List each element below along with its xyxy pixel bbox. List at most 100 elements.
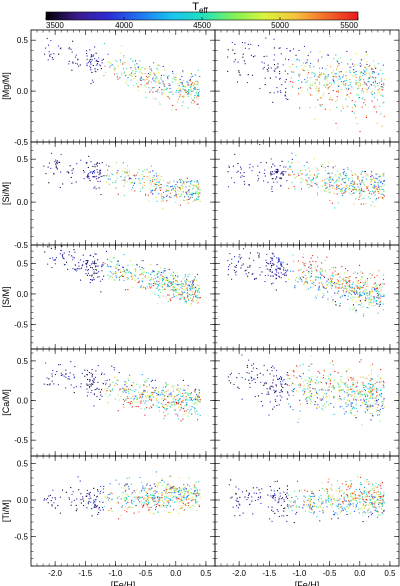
scatter-point — [353, 292, 355, 294]
scatter-point — [333, 267, 335, 269]
scatter-point — [195, 80, 197, 82]
scatter-point — [145, 92, 147, 94]
scatter-point — [297, 281, 299, 283]
scatter-point — [194, 199, 196, 201]
scatter-point — [320, 268, 322, 270]
scatter-point — [312, 284, 314, 286]
scatter-point — [370, 383, 372, 385]
scatter-point — [373, 192, 375, 194]
scatter-point — [292, 72, 294, 74]
scatter-point — [196, 180, 198, 182]
scatter-point — [338, 75, 340, 77]
scatter-point — [132, 175, 134, 177]
scatter-point — [372, 392, 374, 394]
scatter-point — [111, 365, 113, 367]
scatter-point — [309, 87, 311, 89]
scatter-point — [176, 389, 178, 391]
scatter-point — [368, 77, 370, 79]
scatter-point — [181, 293, 183, 295]
scatter-point — [372, 305, 374, 307]
scatter-point — [310, 355, 312, 357]
scatter-point — [299, 386, 301, 388]
scatter-point — [365, 394, 367, 396]
scatter-point — [187, 93, 189, 95]
scatter-point — [161, 406, 163, 408]
scatter-point — [160, 403, 162, 405]
scatter-point — [74, 251, 76, 253]
scatter-point — [294, 284, 296, 286]
scatter-point — [175, 283, 177, 285]
scatter-point — [119, 271, 121, 273]
scatter-point — [316, 79, 318, 81]
scatter-point — [148, 283, 150, 285]
scatter-point — [316, 167, 318, 169]
scatter-point — [266, 253, 268, 255]
scatter-point — [259, 171, 261, 173]
scatter-point — [173, 404, 175, 406]
scatter-point — [85, 273, 87, 275]
scatter-point — [187, 393, 189, 395]
scatter-point — [273, 375, 275, 377]
scatter-point — [62, 374, 64, 376]
scatter-point — [144, 68, 146, 70]
scatter-point — [126, 402, 128, 404]
scatter-point — [317, 59, 319, 61]
scatter-point — [105, 382, 107, 384]
scatter-point — [93, 54, 95, 56]
scatter-point — [113, 69, 115, 71]
scatter-point — [85, 260, 87, 262]
scatter-point — [82, 170, 84, 172]
scatter-point — [154, 379, 156, 381]
scatter-point — [354, 75, 356, 77]
scatter-point — [269, 270, 271, 272]
scatter-point — [149, 178, 151, 180]
scatter-point — [324, 389, 326, 391]
scatter-point — [355, 105, 357, 107]
scatter-point — [358, 287, 360, 289]
scatter-point — [157, 82, 159, 84]
scatter-point — [76, 270, 78, 272]
scatter-point — [63, 258, 65, 260]
scatter-point — [124, 387, 126, 389]
scatter-point — [181, 294, 183, 296]
scatter-point — [324, 277, 326, 279]
scatter-point — [186, 388, 188, 390]
scatter-point — [310, 179, 312, 181]
scatter-point — [90, 266, 92, 268]
scatter-point — [332, 364, 334, 366]
scatter-point — [243, 60, 245, 62]
scatter-point — [174, 396, 176, 398]
scatter-point — [378, 180, 380, 182]
scatter-point — [86, 55, 88, 57]
scatter-point — [196, 199, 198, 201]
scatter-point — [113, 279, 115, 281]
scatter-point — [324, 78, 326, 80]
scatter-point — [183, 385, 185, 387]
scatter-point — [73, 376, 75, 378]
scatter-point — [293, 186, 295, 188]
scatter-point — [182, 191, 184, 193]
scatter-point — [199, 399, 201, 401]
scatter-point — [181, 290, 183, 292]
scatter-point — [343, 391, 345, 393]
scatter-point — [187, 394, 189, 396]
scatter-point — [94, 170, 96, 172]
scatter-point — [133, 269, 135, 271]
scatter-point — [152, 404, 154, 406]
scatter-point — [317, 61, 319, 63]
scatter-point — [168, 395, 170, 397]
scatter-point — [378, 404, 380, 406]
scatter-point — [68, 376, 70, 378]
scatter-point — [307, 388, 309, 390]
scatter-point — [79, 64, 81, 66]
scatter-point — [125, 391, 127, 393]
scatter-point — [197, 395, 199, 397]
scatter-point — [234, 256, 236, 258]
scatter-point — [364, 299, 366, 301]
scatter-point — [86, 369, 88, 371]
scatter-point — [334, 396, 336, 398]
scatter-point — [168, 189, 170, 191]
scatter-point — [119, 77, 121, 79]
scatter-point — [300, 188, 302, 190]
scatter-point — [180, 180, 182, 182]
